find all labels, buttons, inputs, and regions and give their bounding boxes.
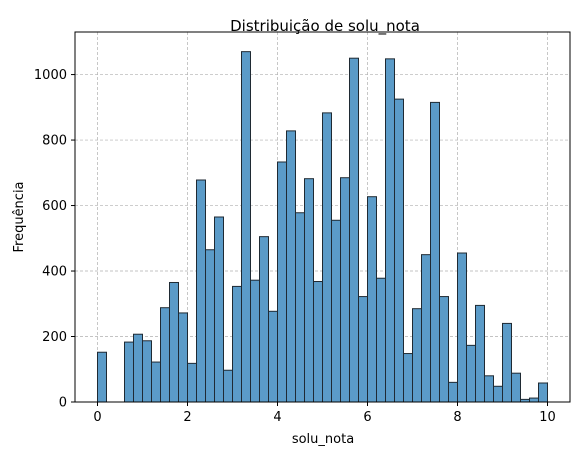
histogram-bar xyxy=(205,249,215,403)
histogram-bar xyxy=(259,236,269,403)
histogram-bar xyxy=(133,333,143,403)
x-axis-ticks: 0 2 4 6 8 10 xyxy=(93,402,556,425)
y-tick-label: 200 xyxy=(42,330,67,345)
y-tick-label: 600 xyxy=(42,199,67,214)
histogram-bar xyxy=(187,362,197,403)
histogram-bar xyxy=(196,179,206,403)
histogram-bar xyxy=(322,112,332,403)
y-tick-label: 400 xyxy=(42,265,67,280)
histogram-bar xyxy=(304,178,314,403)
histogram-bar xyxy=(538,382,548,403)
histogram-bar xyxy=(502,322,512,403)
histogram-bar xyxy=(367,196,377,403)
x-tick-label: 10 xyxy=(539,410,556,425)
histogram-bar xyxy=(331,219,341,403)
histogram-bar xyxy=(151,361,161,403)
histogram-bar xyxy=(466,344,476,403)
histogram-bar xyxy=(232,285,242,403)
histogram-bar xyxy=(412,308,422,403)
histogram-bar xyxy=(268,310,278,403)
histogram-bar xyxy=(529,397,539,403)
histogram-bar xyxy=(160,307,170,403)
histogram-bar xyxy=(421,254,431,403)
histogram-bar xyxy=(142,340,152,403)
histogram-bar xyxy=(286,130,296,403)
histogram-bar xyxy=(178,312,188,403)
histogram-bar xyxy=(358,296,368,403)
y-tick-label: 1000 xyxy=(34,68,67,83)
histogram-bar xyxy=(439,296,449,403)
histogram-bar xyxy=(214,216,224,403)
histogram-bar xyxy=(241,51,251,403)
histogram-bar xyxy=(97,351,107,403)
histogram-bar xyxy=(475,304,485,403)
histogram-bar xyxy=(349,57,359,403)
histogram-bar xyxy=(169,281,179,403)
histogram-bar xyxy=(511,372,521,403)
histogram-bar xyxy=(385,58,395,403)
histogram-bar xyxy=(313,281,323,403)
histogram-bar xyxy=(223,369,233,403)
x-tick-label: 6 xyxy=(363,410,371,425)
histogram-bar xyxy=(277,161,287,403)
x-tick-label: 0 xyxy=(93,410,101,425)
x-tick-label: 8 xyxy=(453,410,461,425)
histogram-bar xyxy=(403,353,413,403)
x-tick-label: 4 xyxy=(273,410,281,425)
y-tick-label: 800 xyxy=(42,134,67,149)
histogram-bar xyxy=(340,177,350,403)
y-tick-label: 0 xyxy=(59,396,67,411)
chart-title: Distribuição de solu_nota xyxy=(230,17,420,36)
histogram-bar xyxy=(376,277,386,403)
x-tick-label: 2 xyxy=(183,410,191,425)
histogram-bar xyxy=(493,385,503,403)
histogram-bar xyxy=(430,101,440,403)
histogram-bar xyxy=(250,279,260,403)
histogram-bar xyxy=(124,341,134,403)
y-axis-ticks: 0 200 400 600 800 1000 xyxy=(34,68,75,411)
x-axis-label: solu_nota xyxy=(292,432,354,447)
histogram-bar xyxy=(457,252,467,403)
y-axis-label: Frequência xyxy=(12,181,27,252)
histogram-bars xyxy=(97,51,548,403)
histogram-bar xyxy=(484,375,494,403)
histogram-bar xyxy=(448,381,458,403)
histogram-bar xyxy=(295,212,305,403)
histogram-bar xyxy=(394,98,404,403)
plot-frame xyxy=(74,31,571,403)
